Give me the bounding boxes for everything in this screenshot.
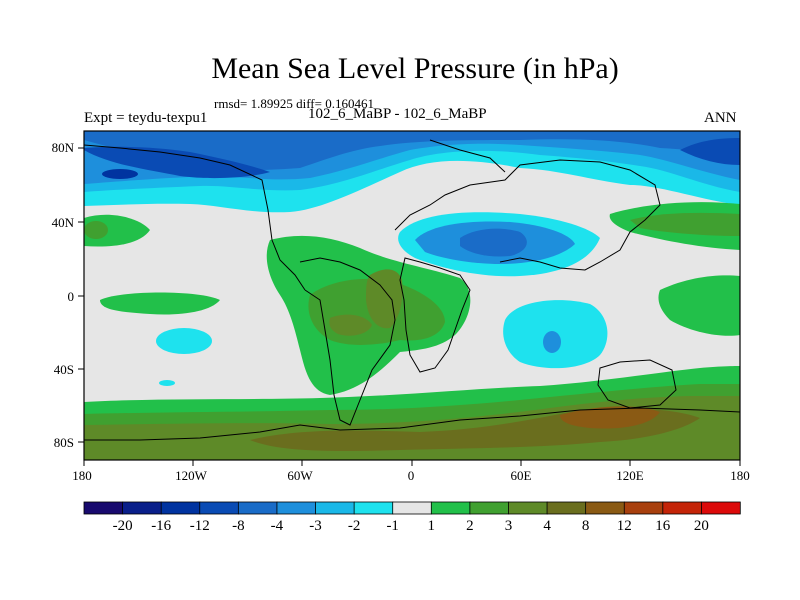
lon-label-0: 0 [407,468,415,483]
north-america-coast [84,144,306,291]
colorbar-swatch [701,501,741,515]
colorbar-label: 2 [466,518,474,534]
indian-ocean-blue [543,331,561,353]
colorbar-swatch [276,501,317,515]
colorbar-label: -20 [112,518,133,534]
colorbar-swatch [160,501,201,515]
colorbar-swatch [623,501,664,515]
colorbar-label: -2 [347,518,361,534]
pacific-cyan-small [159,380,175,386]
southern-ocean-max [560,406,660,429]
lon-label-120w: 120W [175,468,207,483]
coastlines [84,139,740,441]
greenland-coast [429,139,506,173]
lat-label-80s: 80S [53,435,74,450]
experiment-names: 102_6_MaBP - 102_6_MaBP [308,106,487,122]
south-america-coast [299,257,396,426]
pressure-field [84,131,740,460]
northwest-pacific-core [630,212,740,236]
colorbar-label: 12 [616,518,632,534]
colorbar-swatch [353,501,394,515]
africa-coast [399,257,471,373]
colorbar-label: -3 [309,518,322,534]
colorbar-label: 3 [504,518,513,534]
lon-label-180e: 180 [730,468,750,483]
colorbar-swatch [315,501,355,515]
eurasia-coast [394,159,661,271]
australia-coast [597,359,677,409]
axis-ticks [78,147,741,466]
colorbar-label: 1 [427,518,436,534]
colorbar-label: 20 [693,518,709,534]
colorbar-swatch [122,501,162,515]
colorbar-swatch [469,501,510,515]
rmsd-diff-stats: rmsd= 1.89925 diff= 0.160461 [214,96,374,111]
experiment-label: Expt = teydu-texpu1 [84,110,208,126]
africa-olive [366,269,403,329]
lat-label-40s: 40S [53,362,74,377]
lon-label-60w: 60W [287,468,313,483]
africa-olive-west [329,314,372,336]
blue-region [84,131,740,171]
lat-label-40n: 40N [51,215,74,230]
colorbar-label: -1 [386,518,399,534]
colorbar-swatch [430,501,471,515]
dark-blue-region [84,146,270,179]
colorbar-label: 16 [655,518,671,534]
colorbar-label: -16 [151,518,172,534]
north-pacific-core [84,221,108,239]
colorbar-label: -12 [189,518,210,534]
colorbar-swatch [546,501,587,515]
dark-blue-region-east [680,138,740,165]
colorbar [83,501,741,515]
east-pacific-green [658,275,740,336]
lon-label-180w: 180 [72,468,92,483]
pacific-cyan [156,328,212,354]
colorbar-swatch [237,501,278,515]
antarctica-coast [84,407,740,441]
colorbar-label: 4 [543,518,551,534]
colorbar-swatch [662,501,703,515]
colorbar-label: -8 [232,518,245,534]
lon-label-60e: 60E [510,468,532,483]
lat-label-80n: 80N [51,140,74,155]
lat-label-0: 0 [67,289,75,304]
colorbar-label: -4 [270,518,284,534]
colorbar-swatch [392,501,432,515]
colorbar-label: 8 [581,518,590,534]
asia-low-core [460,228,527,257]
darkest-blue-spot [102,169,138,179]
plot-title: Mean Sea Level Pressure (in hPa) [211,52,619,85]
colorbar-swatch [508,501,548,515]
colorbar-swatch [83,501,124,515]
pacific-green-tropics [100,292,220,315]
colorbar-swatch [199,501,240,515]
season-label: ANN [704,110,737,126]
lon-label-120e: 120E [616,468,644,483]
colorbar-swatch [585,501,625,515]
